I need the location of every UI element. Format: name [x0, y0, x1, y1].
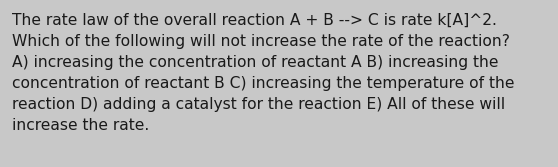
Text: The rate law of the overall reaction A + B --> C is rate k[A]^2.
Which of the fo: The rate law of the overall reaction A +… [12, 13, 514, 133]
